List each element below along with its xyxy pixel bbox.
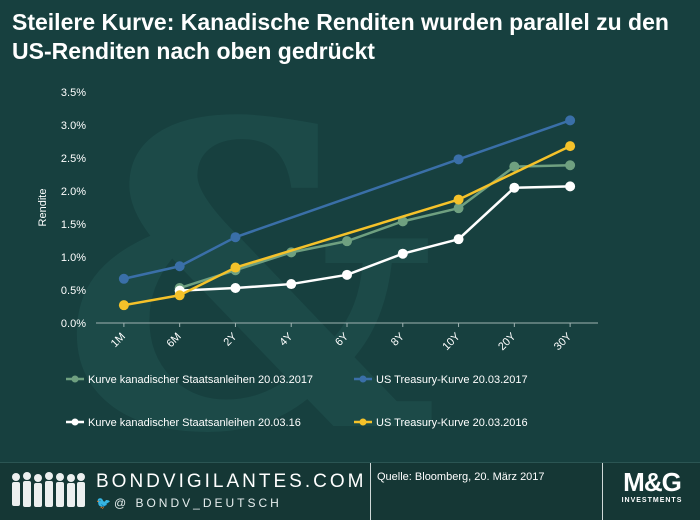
x-tick-label: 6Y: [333, 330, 351, 348]
y-tick-label: 3.5%: [61, 87, 86, 99]
data-point: [565, 160, 576, 171]
data-point: [342, 269, 352, 280]
data-point: [565, 181, 576, 192]
data-point: [565, 141, 576, 152]
brand-name: BONDVIGILANTES.COM: [96, 471, 367, 492]
data-point: [230, 283, 241, 294]
series-line: [179, 185, 571, 292]
data-point: [230, 262, 241, 273]
logo-subtitle: INVESTMENTS: [621, 497, 683, 504]
x-tick-label: 30Y: [552, 330, 575, 353]
twitter-icon: 🐦: [96, 496, 114, 510]
data-point: [397, 216, 408, 227]
legend-label: Kurve kanadischer Staatsanleihen 20.03.1…: [88, 417, 301, 429]
data-point: [453, 194, 464, 205]
twitter-handle: 🐦@ BONDV_DEUTSCH: [96, 496, 282, 510]
data-point: [509, 161, 520, 172]
data-point: [118, 300, 129, 311]
y-tick-label: 0.0%: [61, 318, 86, 330]
mg-logo: M&G INVESTMENTS: [610, 467, 694, 517]
y-tick-label: 0.5%: [61, 285, 86, 297]
y-tick-label: 2.5%: [61, 153, 86, 165]
legend-swatch-marker: [359, 375, 367, 383]
data-point: [453, 203, 464, 214]
footer-bar: BONDVIGILANTES.COM 🐦@ BONDV_DEUTSCH Quel…: [0, 462, 700, 520]
data-point: [342, 236, 352, 247]
legend-swatch-marker: [359, 418, 367, 426]
data-point: [453, 154, 464, 165]
line-chart: 0.0% 0.5% 1.0% 1.5% 2.0% 2.5% 3.0% 3.5% Rendite 1…: [37, 87, 598, 429]
y-tick-label: 2.0%: [61, 186, 86, 198]
legend-swatch-marker: [71, 375, 79, 383]
data-point: [453, 234, 464, 245]
x-tick-label: 20Y: [496, 330, 519, 353]
logo-mark: M&G: [623, 467, 682, 497]
y-tick-label: 1.0%: [61, 252, 86, 264]
data-point: [174, 290, 185, 301]
data-point: [118, 273, 129, 284]
footer-divider: [370, 463, 371, 520]
legend-label: Kurve kanadischer Staatsanleihen 20.03.2…: [88, 374, 313, 386]
series-line: [123, 144, 571, 307]
data-point: [397, 248, 408, 259]
x-tick-label: 8Y: [389, 330, 407, 348]
legend-swatch-marker: [71, 418, 79, 426]
series-line: [179, 164, 571, 290]
source-note: Quelle: Bloomberg, 20. März 2017: [377, 471, 545, 483]
data-point: [565, 115, 576, 126]
y-tick-label: 3.0%: [61, 120, 86, 132]
data-point: [174, 261, 185, 272]
footer-divider: [602, 463, 603, 520]
data-point: [230, 232, 241, 243]
crowd-icon: [12, 472, 85, 507]
chart-title: Steilere Kurve: Kanadische Renditen wurd…: [12, 9, 669, 64]
twitter-handle-text: @ BONDV_DEUTSCH: [113, 496, 282, 510]
legend-label: US Treasury-Kurve 20.03.2017: [376, 374, 528, 386]
y-tick-label: 1.5%: [61, 219, 86, 231]
x-tick-label: 6M: [164, 331, 183, 350]
x-tick-label: 4Y: [277, 330, 295, 348]
legend-label: US Treasury-Kurve 20.03.2016: [376, 417, 528, 429]
y-axis-label: Rendite: [37, 189, 49, 227]
data-point: [286, 279, 297, 290]
data-point: [509, 182, 520, 193]
x-tick-label: 10Y: [440, 330, 463, 353]
x-tick-label: 2Y: [222, 330, 240, 348]
x-tick-label: 1M: [109, 331, 128, 350]
